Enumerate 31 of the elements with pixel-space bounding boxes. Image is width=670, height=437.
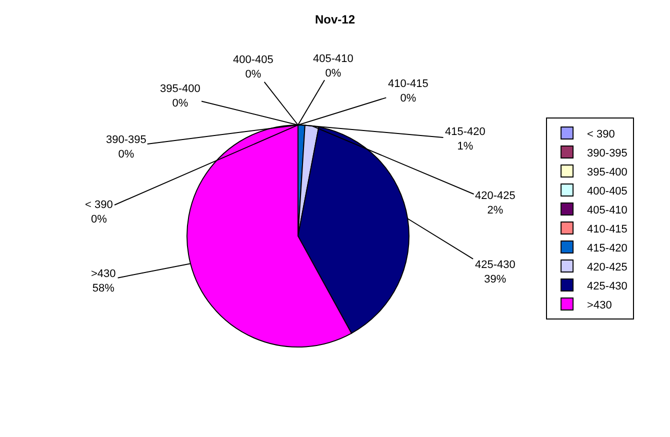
text: 0%	[245, 68, 262, 80]
category-label: 410-415	[388, 78, 428, 90]
legend-label: 405-410	[587, 204, 628, 216]
text: 0%	[172, 97, 188, 110]
legend-label: 390-395	[587, 147, 628, 160]
legend-label: 410-415	[587, 223, 628, 236]
category-label: 400-405	[233, 54, 274, 66]
legend-label: 420-425	[587, 261, 628, 274]
slice-label: 415-420	[445, 126, 486, 138]
category-label: 395-400	[160, 83, 200, 95]
category-label: < 390	[85, 199, 113, 211]
legend-label: 395-400	[587, 166, 628, 178]
data-label: 58%	[92, 282, 115, 294]
slice-label: >430	[91, 268, 116, 280]
text: 0%	[400, 92, 416, 104]
category-label: 390-395	[106, 134, 146, 146]
legend-label: 400-405	[587, 185, 628, 198]
text: 0%	[118, 148, 134, 160]
legend-label: >430	[587, 299, 612, 312]
legend-label: < 390	[587, 128, 615, 140]
legend-label: 425-430	[587, 280, 628, 292]
category-label: 405-410	[313, 53, 354, 65]
data-label: 1%	[457, 140, 474, 152]
text: 0%	[325, 67, 342, 80]
chart-title: Nov-12	[314, 12, 356, 27]
legend-label: 415-420	[587, 242, 628, 254]
slice-label: 420-425	[475, 190, 516, 202]
slice-label: 425-430	[475, 259, 516, 271]
data-label: 2%	[487, 204, 504, 216]
data-label: 39%	[484, 273, 506, 286]
text: 0%	[90, 213, 107, 226]
